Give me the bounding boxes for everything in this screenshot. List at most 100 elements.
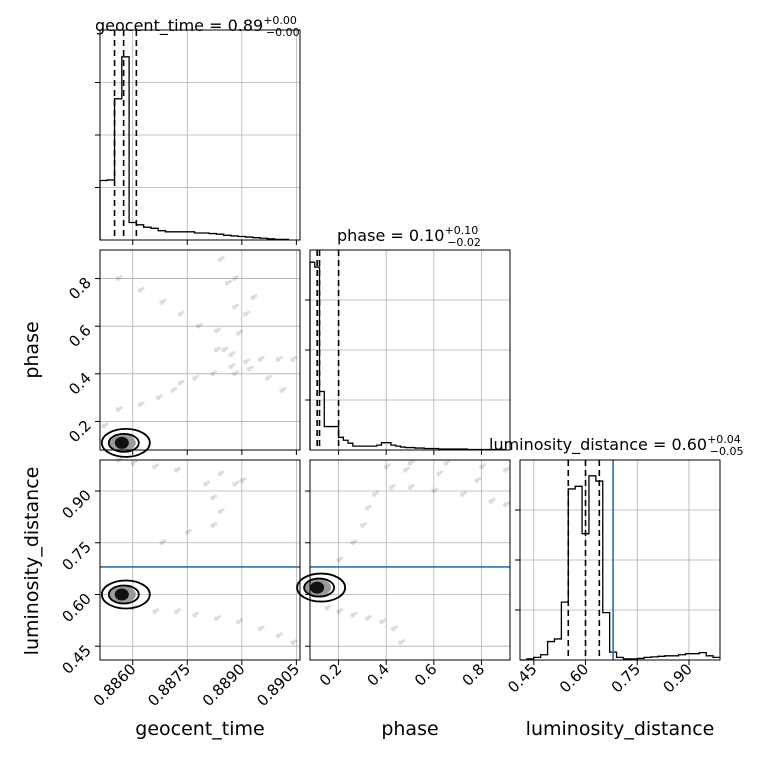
scatter-luminosity-distance-vs-phase-point-b-7 [339,556,344,560]
scatter-luminosity-distance-vs-phase-point-7 [336,557,341,563]
hist-phase-panel [305,249,511,455]
scatter-luminosity-distance-vs-phase-point-25 [502,467,508,473]
scatter-phase-vs-geocent-time-point-1 [115,407,121,412]
hist-geocent-time-frame [99,29,301,241]
scatter-luminosity-distance-vs-geocent-time-xtick-label-3: 0.8905 [253,660,303,710]
scatter-luminosity-distance-vs-geocent-time-ytick-label-2: 0.75 [58,538,94,574]
scatter-luminosity-distance-vs-geocent-time-ytick-label-3: 0.90 [58,486,94,522]
scatter-phase-vs-geocent-time-point-b-24 [268,374,272,379]
scatter-phase-vs-geocent-time-point-b-13 [225,346,229,350]
scatter-luminosity-distance-vs-phase-point-5 [390,626,396,632]
scatter-phase-vs-geocent-time-point-b-16 [254,294,258,298]
scatter-phase-vs-geocent-time-frame [99,249,301,451]
title-luminosity-distance: luminosity_distance = 0.60+0.04 −0.05 [489,433,744,458]
ylabel-phase: phase [21,321,43,378]
scatter-luminosity-distance-vs-phase-point-b-1 [339,608,344,612]
scatter-luminosity-distance-vs-geocent-time-point-b-13 [214,494,218,498]
scatter-luminosity-distance-vs-phase-point-b-14 [435,487,439,491]
scatter-phase-vs-geocent-time-ytick-label-2: 0.6 [65,321,95,351]
scatter-luminosity-distance-vs-geocent-time-point-6 [257,626,263,632]
scatter-luminosity-distance-vs-geocent-time-point-16 [239,478,245,484]
scatter-luminosity-distance-vs-phase-point-b-6 [401,639,406,643]
scatter-phase-vs-geocent-time-point-b-25 [283,386,287,391]
scatter-phase-vs-geocent-time-point-26 [232,371,237,377]
scatter-phase-vs-geocent-time-point-b-27 [217,346,221,350]
hist-phase-steps [309,261,506,451]
scatter-luminosity-distance-vs-phase-point-15 [459,492,465,497]
scatter-luminosity-distance-vs-phase-point-22 [407,461,413,466]
scatter-phase-vs-geocent-time-point-14 [235,330,241,336]
scatter-luminosity-distance-vs-geocent-time-point-9 [159,540,165,546]
scatter-phase-vs-geocent-time-point-27 [213,347,219,353]
scatter-luminosity-distance-vs-geocent-time-xtick-label-2: 0.8890 [199,660,249,710]
scatter-luminosity-distance-vs-phase-point-14 [431,488,437,494]
scatter-phase-vs-geocent-time-point-b-17 [235,274,240,279]
scatter-luminosity-distance-vs-geocent-time-point-b-15 [221,470,225,474]
scatter-phase-vs-geocent-time-point-b-32 [119,274,123,279]
scatter-phase-vs-geocent-time-point-b-30 [163,298,167,302]
scatter-luminosity-distance-vs-geocent-time-xtick-label-1: 0.8875 [144,660,194,710]
scatter-luminosity-distance-vs-geocent-time-point-b-1 [155,608,160,612]
scatter-luminosity-distance-vs-phase-point-b-19 [439,470,444,474]
scatter-phase-vs-geocent-time-point-b-7 [214,370,218,374]
scatter-luminosity-distance-vs-phase-point-b-16 [492,497,496,501]
scatter-luminosity-distance-vs-geocent-time-ytick-label-1: 0.60 [58,590,94,626]
scatter-phase-vs-geocent-time-point-0 [101,423,107,429]
scatter-luminosity-distance-vs-geocent-time-point-b-8 [294,639,298,643]
scatter-phase-vs-geocent-time-point-b-28 [199,322,203,326]
scatter-luminosity-distance-vs-phase-point-19 [436,471,441,477]
scatter-phase-vs-geocent-time-point-b-19 [228,279,232,283]
scatter-luminosity-distance-vs-phase-point-b-4 [382,618,387,622]
scatter-luminosity-distance-vs-geocent-time-point-20 [130,461,136,466]
scatter-phase-vs-geocent-time-point-24 [264,376,270,381]
scatter-phase-vs-geocent-time-point-32 [115,276,121,281]
scatter-luminosity-distance-vs-geocent-time-point-b-12 [221,508,225,512]
hist-geocent-time-panel [95,29,301,245]
hist-luminosity-distance-steps [520,475,720,661]
scatter-phase-vs-geocent-time-point-28 [195,323,201,329]
hist-luminosity-distance-xtick-label-3: 0.90 [659,660,695,696]
scatter-luminosity-distance-vs-geocent-time-point-b-5 [239,618,243,622]
scatter-phase-vs-geocent-time-point-b-9 [246,358,251,362]
scatter-luminosity-distance-vs-phase-xtick-label-3: 0.8 [459,660,489,690]
scatter-luminosity-distance-vs-phase-point-1 [336,609,341,615]
scatter-luminosity-distance-vs-phase-xtick-label-1: 0.4 [363,660,393,690]
hist-phase-frame [309,249,511,451]
scatter-phase-vs-geocent-time-point-22 [228,352,234,358]
scatter-luminosity-distance-vs-phase-point-b-13 [411,483,415,488]
scatter-phase-vs-geocent-time-point-31 [137,288,143,293]
hist-luminosity-distance-xtick-label-1: 0.60 [556,660,592,696]
scatter-phase-vs-geocent-time-point-b-0 [105,422,109,426]
scatter-luminosity-distance-vs-geocent-time-point-13 [210,495,216,501]
scatter-phase-vs-geocent-time-point-b-31 [141,286,145,291]
scatter-luminosity-distance-vs-geocent-time-density-core [114,588,129,601]
scatter-luminosity-distance-vs-geocent-time-point-12 [217,509,223,515]
scatter-luminosity-distance-vs-geocent-time-point-b-10 [188,528,192,533]
scatter-luminosity-distance-vs-geocent-time-point-b-20 [134,459,138,464]
scatter-luminosity-distance-vs-geocent-time-ytick-label-0: 0.45 [58,641,94,677]
scatter-luminosity-distance-vs-geocent-time-frame [99,459,301,661]
scatter-luminosity-distance-vs-phase-point-b-2 [354,611,358,615]
scatter-luminosity-distance-vs-phase-point-23 [443,461,449,466]
scatter-phase-vs-geocent-time-point-19 [224,280,230,286]
scatter-luminosity-distance-vs-geocent-time-point-b-3 [195,611,200,615]
scatter-luminosity-distance-vs-phase-contour-inner [303,577,336,598]
scatter-luminosity-distance-vs-geocent-time-point-b-2 [177,608,181,612]
scatter-phase-vs-geocent-time-point-23 [246,366,252,372]
scatter-luminosity-distance-vs-geocent-time-contour-inner [107,584,140,605]
scatter-phase-vs-geocent-time-point-21 [213,328,219,334]
scatter-luminosity-distance-vs-geocent-time-point-b-4 [217,615,221,619]
scatter-phase-vs-geocent-time-point-8 [228,364,234,370]
scatter-luminosity-distance-vs-phase-xtick-label-0: 0.2 [316,660,346,690]
scatter-luminosity-distance-vs-phase-point-b-3 [368,615,372,619]
scatter-luminosity-distance-vs-phase-point-b-12 [392,483,396,488]
hist-luminosity-distance-panel: 0.45 0.60 0.75 0.90 [504,459,721,696]
scatter-luminosity-distance-vs-phase-point-13 [407,485,413,490]
scatter-phase-vs-geocent-time-point-11 [275,357,281,362]
scatter-luminosity-distance-vs-phase-point-b-23 [447,459,451,464]
scatter-luminosity-distance-vs-phase-point-2 [350,612,356,618]
hist-luminosity-distance-xtick-label-0: 0.45 [504,660,540,696]
scatter-phase-vs-geocent-time-point-16 [250,295,256,301]
scatter-luminosity-distance-vs-geocent-time-point-11 [210,523,216,528]
scatter-phase-vs-geocent-time-ytick-label-3: 0.8 [65,274,95,304]
